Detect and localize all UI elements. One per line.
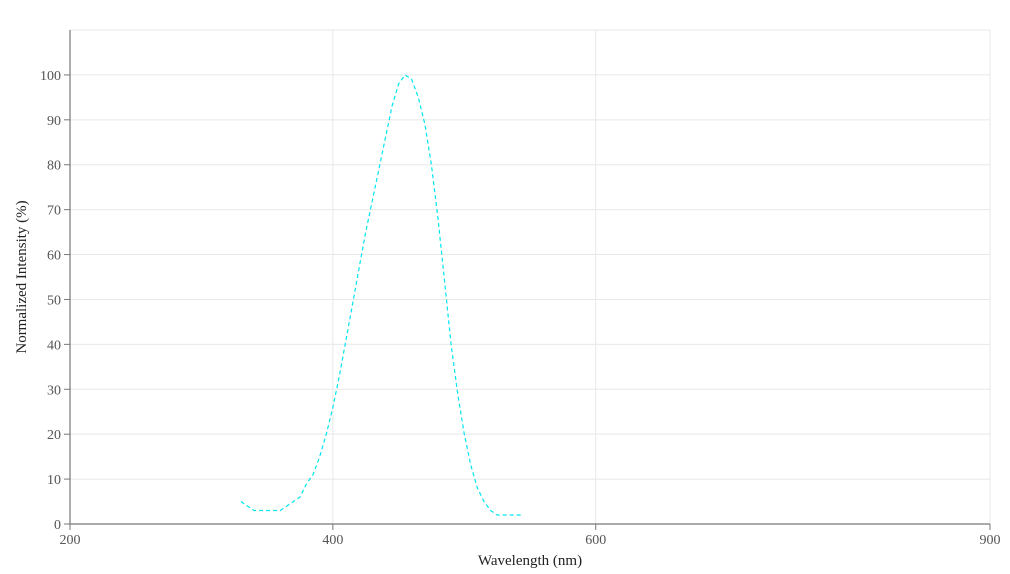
y-tick-label: 60 — [47, 249, 61, 264]
x-tick-label: 900 — [980, 533, 1001, 548]
y-tick-label: 0 — [54, 518, 61, 533]
y-tick-label: 100 — [40, 69, 61, 84]
y-tick-label: 20 — [47, 428, 61, 443]
y-axis-ticks: 0 10 20 30 40 50 60 70 80 90 100 — [40, 69, 70, 533]
y-axis-title: Normalized Intensity (%) — [14, 200, 30, 353]
grid — [70, 29, 991, 524]
x-axis-title: Wavelength (nm) — [478, 553, 582, 569]
x-tick-label: 400 — [322, 533, 343, 548]
y-tick-label: 30 — [47, 383, 61, 398]
y-tick-label: 70 — [47, 204, 61, 219]
x-tick-label: 600 — [585, 533, 606, 548]
series-line — [240, 74, 524, 516]
series-layer — [240, 74, 524, 516]
y-tick-label: 10 — [47, 473, 61, 488]
y-tick-label: 80 — [47, 159, 61, 174]
y-tick-label: 50 — [47, 293, 61, 308]
axes — [69, 30, 990, 525]
y-tick-label: 90 — [47, 114, 61, 129]
x-tick-label: 200 — [60, 533, 81, 548]
x-axis-ticks: 200 400 600 900 — [60, 524, 1001, 548]
y-tick-label: 40 — [47, 338, 61, 353]
